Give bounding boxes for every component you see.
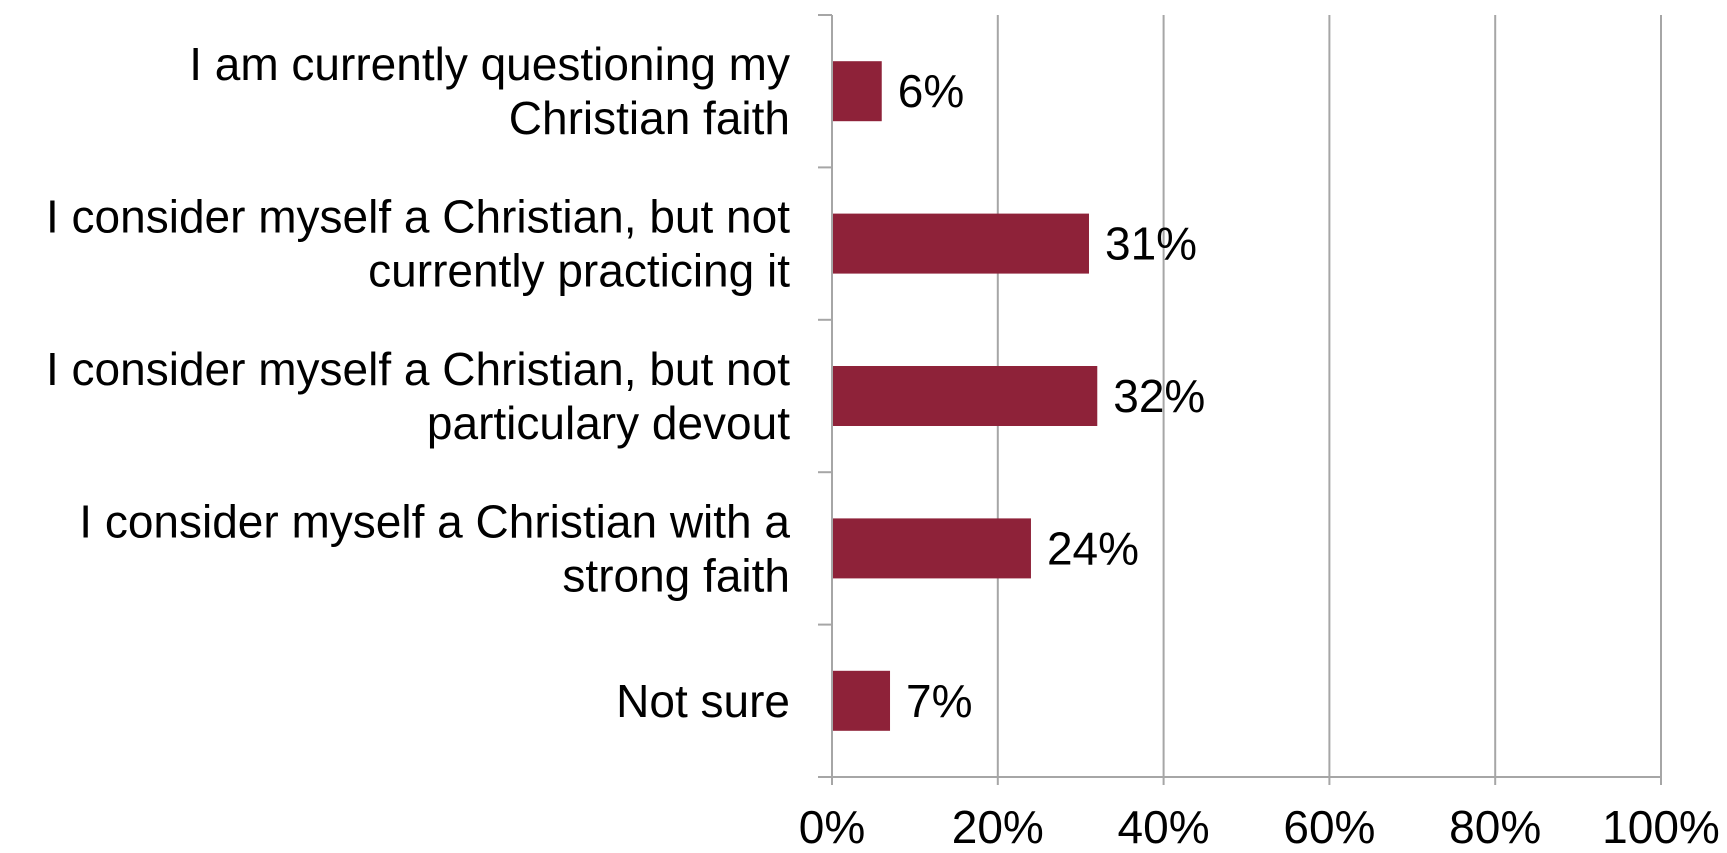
x-tick-label: 80% xyxy=(1449,801,1541,853)
category-label: strong faith xyxy=(562,549,790,601)
x-tick-label: 0% xyxy=(799,801,865,853)
x-tick-label: 60% xyxy=(1283,801,1375,853)
bar xyxy=(833,518,1031,579)
category-label: I consider myself a Christian with a xyxy=(79,495,790,547)
category-label: particulary devout xyxy=(427,397,790,449)
category-label: I am currently questioning my xyxy=(189,38,790,90)
category-label: I consider myself a Christian, but not xyxy=(46,191,790,243)
bar xyxy=(833,213,1089,274)
category-label: I consider myself a Christian, but not xyxy=(46,343,790,395)
data-label: 32% xyxy=(1113,370,1205,422)
category-label: currently practicing it xyxy=(368,245,790,297)
bar xyxy=(833,670,891,731)
gridlines xyxy=(996,15,1662,777)
category-label: Not sure xyxy=(616,675,790,727)
x-tick-label: 100% xyxy=(1602,801,1720,853)
data-label: 7% xyxy=(906,675,972,727)
bar xyxy=(833,61,882,122)
data-label: 24% xyxy=(1047,522,1139,574)
category-label: Christian faith xyxy=(509,92,790,144)
data-label: 6% xyxy=(898,65,964,117)
x-tick-label: 20% xyxy=(952,801,1044,853)
x-tick-label: 40% xyxy=(1118,801,1210,853)
data-labels: 6% 31% 32% 24% 7% xyxy=(898,65,1206,727)
bar xyxy=(833,366,1098,426)
y-axis xyxy=(818,14,1662,785)
x-axis-tick-labels: 0% 20% 40% 60% 80% 100% xyxy=(799,801,1720,853)
bars xyxy=(833,61,1098,731)
data-label: 31% xyxy=(1105,218,1197,270)
